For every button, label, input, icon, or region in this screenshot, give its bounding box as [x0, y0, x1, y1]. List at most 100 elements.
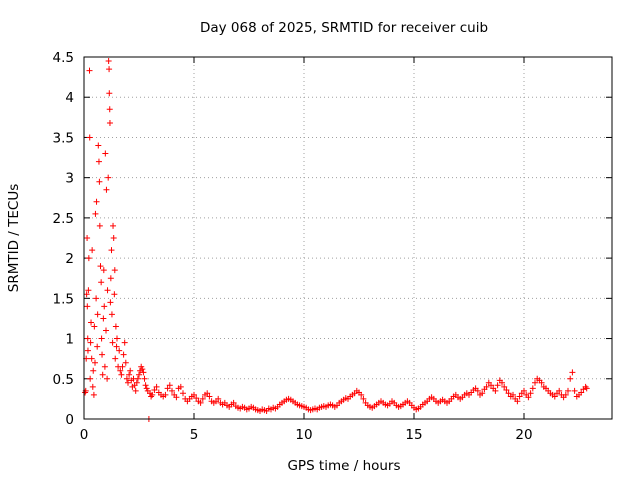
y-tick-label: 4.5: [53, 50, 74, 66]
data-point: [84, 335, 91, 342]
data-point: [92, 210, 99, 217]
data-point: [583, 385, 590, 392]
data-point: [494, 382, 501, 389]
data-point: [105, 174, 112, 181]
data-point: [108, 311, 115, 318]
data-point: [571, 387, 578, 394]
data-point: [110, 222, 117, 229]
y-tick-label: 0: [65, 412, 74, 428]
data-point: [105, 58, 112, 65]
data-point: [103, 327, 109, 334]
data-point: [95, 158, 102, 165]
data-point: [162, 391, 169, 398]
data-point: [109, 339, 116, 346]
data-point: [106, 106, 113, 113]
data-point: [197, 399, 204, 406]
data-point: [114, 335, 120, 342]
data-point: [206, 393, 213, 400]
data-point: [503, 387, 510, 394]
data-point: [565, 387, 571, 394]
data-point: [113, 343, 120, 350]
data-point: [93, 295, 100, 302]
data-point: [516, 393, 523, 400]
data-point: [94, 311, 101, 318]
data-point: [97, 263, 104, 270]
data-point: [83, 291, 90, 298]
data-point: [89, 383, 96, 390]
chart-title: Day 068 of 2025, SRMTID for receiver cui…: [200, 20, 488, 36]
axis-ticks: [83, 56, 612, 420]
data-point: [499, 379, 505, 386]
data-point: [104, 375, 111, 382]
data-point: [120, 351, 127, 358]
y-tick-label: 2.5: [53, 211, 74, 227]
data-point: [91, 323, 98, 330]
y-axis-label: SRMTID / TECUs: [6, 184, 22, 292]
data-point: [127, 367, 134, 374]
data-point: [562, 391, 569, 398]
data-point: [360, 395, 367, 402]
data-point: [134, 375, 141, 382]
grid: [84, 57, 612, 419]
data-point: [215, 395, 222, 402]
plot-frame: [83, 56, 613, 420]
data-point: [532, 379, 538, 386]
data-point: [88, 319, 95, 326]
data-point: [106, 90, 113, 97]
data-point: [126, 371, 133, 378]
data-point: [84, 303, 91, 310]
data-point: [112, 355, 119, 362]
data-point: [98, 279, 105, 286]
data-point: [151, 387, 158, 394]
x-tick-label: 20: [515, 427, 532, 443]
data-point: [119, 363, 126, 370]
data-point: [111, 267, 118, 274]
data-point: [87, 375, 94, 382]
data-point: [358, 391, 365, 398]
tick-labels: 0 5 10 15 20 0 0.5 1 1.5 2 2.5 3 3.5 4 4.5: [53, 50, 533, 443]
data-point: [193, 395, 200, 402]
data-point: [121, 339, 128, 346]
y-tick-label: 1: [65, 332, 74, 348]
x-tick-label: 10: [295, 427, 312, 443]
data-point: [510, 391, 516, 398]
data-point: [173, 394, 180, 401]
data-point: [94, 343, 101, 350]
data-point: [99, 371, 106, 378]
data-point: [95, 142, 102, 149]
data-point: [169, 387, 175, 394]
data-point: [107, 299, 114, 306]
data-point: [483, 383, 490, 390]
data-point: [529, 385, 536, 392]
data-point: [112, 323, 119, 330]
data-point: [88, 355, 95, 362]
data-point: [521, 387, 527, 394]
data-point: [525, 394, 532, 401]
data-point: [110, 235, 117, 241]
y-tick-label: 0.5: [53, 372, 74, 388]
data-point: [96, 178, 103, 185]
data-point: [100, 267, 107, 274]
data-point: [166, 382, 173, 389]
data-point: [567, 375, 574, 382]
data-point: [142, 382, 149, 389]
data-point: [106, 66, 113, 73]
x-tick-label: 15: [405, 427, 422, 443]
data-point: [111, 291, 118, 298]
data-point: [100, 315, 107, 322]
data-point: [87, 339, 94, 346]
data-point: [103, 186, 110, 193]
y-tick-label: 3: [65, 171, 74, 187]
data-point: [527, 390, 534, 397]
data-point: [107, 275, 114, 282]
data-point: [177, 383, 184, 390]
data-point: [136, 371, 142, 378]
data-point: [102, 150, 109, 157]
data-point: [86, 134, 93, 141]
data-point: [474, 387, 481, 394]
data-point: [85, 255, 92, 262]
data-point: [191, 391, 197, 398]
y-tick-label: 1.5: [53, 291, 74, 307]
data-point: [125, 379, 131, 386]
